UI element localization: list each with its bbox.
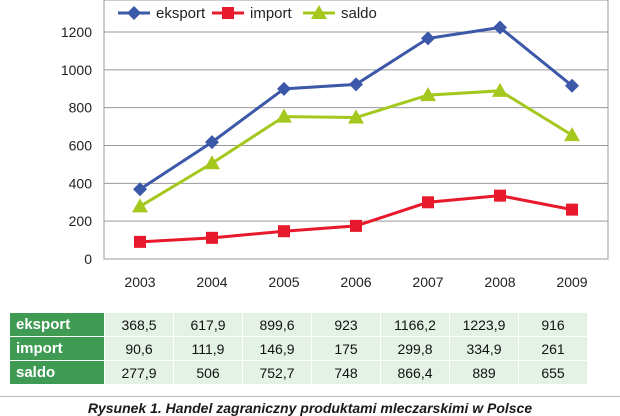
table-row: saldo 277,9 506 752,7 748 866,4 889 655 — [9, 360, 588, 385]
table-cell: 748 — [311, 360, 381, 385]
legend-label-import: import — [250, 5, 293, 22]
table-cell: 299,8 — [380, 336, 450, 361]
data-point-import — [566, 203, 578, 216]
table-row: import 90,6 111,9 146,9 175 299,8 334,9 261 — [9, 336, 588, 361]
data-point-import — [206, 231, 218, 244]
x-tick-label: 2006 — [340, 274, 371, 290]
data-point-saldo — [132, 198, 148, 213]
x-tick-label: 2009 — [556, 274, 587, 290]
y-axis-tick-labels: 0 200 400 600 800 1000 1200 — [61, 24, 92, 267]
data-table: eksport 368,5 617,9 899,6 923 1166,2 1223,9 916… — [9, 312, 588, 385]
y-tick-label: 400 — [69, 175, 93, 191]
x-tick-label: 2003 — [124, 274, 155, 290]
table-cell: 1166,2 — [380, 312, 450, 337]
caption-divider — [0, 396, 620, 397]
y-tick-label: 800 — [69, 100, 93, 116]
table-cell: 146,9 — [242, 336, 312, 361]
data-point-saldo — [204, 155, 220, 170]
table-row-label: eksport — [9, 312, 105, 337]
table-cell: 916 — [518, 312, 588, 337]
series-markers — [132, 20, 580, 248]
table-cell: 1223,9 — [449, 312, 519, 337]
data-point-import — [350, 219, 362, 232]
data-point-saldo — [348, 109, 364, 124]
table-cell: 899,6 — [242, 312, 312, 337]
data-point-import — [278, 225, 290, 238]
table-row: eksport 368,5 617,9 899,6 923 1166,2 1223,9 916 — [9, 312, 588, 337]
x-tick-label: 2008 — [484, 274, 515, 290]
data-point-import — [134, 235, 146, 248]
table-row-label: import — [9, 336, 105, 361]
data-point-eksport — [349, 77, 363, 92]
table-cell: 617,9 — [173, 312, 243, 337]
table-cell: 655 — [518, 360, 588, 385]
x-axis-tick-labels: 2003 2004 2005 2006 2007 2008 2009 — [124, 274, 587, 290]
data-point-import — [422, 196, 434, 209]
data-point-saldo — [276, 108, 292, 123]
table-cell: 889 — [449, 360, 519, 385]
data-point-eksport — [565, 78, 579, 93]
table-cell: 368,5 — [104, 312, 174, 337]
y-tick-label: 1000 — [61, 62, 92, 78]
plot-area — [103, 0, 609, 260]
figure-caption: Rysunek 1. Handel zagraniczny produktami… — [87, 400, 533, 416]
data-point-eksport — [205, 135, 219, 150]
legend-marker-import — [222, 7, 234, 19]
y-tick-label: 0 — [84, 251, 92, 267]
data-point-eksport — [277, 81, 291, 96]
data-point-import — [494, 189, 506, 202]
data-point-saldo — [420, 87, 436, 102]
table-cell: 752,7 — [242, 360, 312, 385]
table-cell: 277,9 — [104, 360, 174, 385]
y-tick-label: 200 — [69, 213, 93, 229]
table-cell: 111,9 — [173, 336, 243, 361]
table-cell: 923 — [311, 312, 381, 337]
legend-marker-eksport — [127, 6, 141, 20]
y-tick-label: 600 — [69, 138, 93, 154]
data-point-eksport — [493, 20, 507, 35]
data-point-eksport — [133, 182, 147, 197]
x-tick-label: 2005 — [268, 274, 299, 290]
table-cell: 261 — [518, 336, 588, 361]
table-row-label: saldo — [9, 360, 105, 385]
table-cell: 175 — [311, 336, 381, 361]
table-cell: 506 — [173, 360, 243, 385]
table-cell: 90,6 — [104, 336, 174, 361]
x-tick-label: 2007 — [412, 274, 443, 290]
x-tick-label: 2004 — [196, 274, 227, 290]
data-point-saldo — [564, 127, 580, 142]
legend-label-eksport: eksport — [156, 5, 206, 22]
legend-label-saldo: saldo — [341, 5, 377, 22]
y-tick-label: 1200 — [61, 24, 92, 40]
table-cell: 866,4 — [380, 360, 450, 385]
data-point-eksport — [421, 31, 435, 46]
legend: eksport import saldo — [113, 2, 377, 24]
legend-marker-saldo — [311, 5, 327, 19]
data-point-saldo — [492, 82, 508, 97]
table-cell: 334,9 — [449, 336, 519, 361]
